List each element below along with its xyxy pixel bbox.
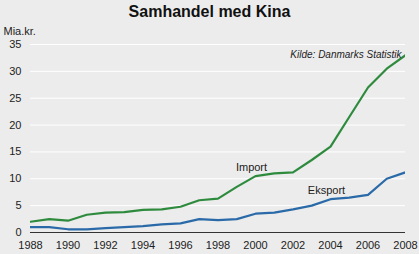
svg-text:1990: 1990 xyxy=(56,239,80,251)
svg-text:1988: 1988 xyxy=(18,239,42,251)
svg-text:2006: 2006 xyxy=(356,239,380,251)
svg-text:35: 35 xyxy=(9,38,21,50)
svg-text:2000: 2000 xyxy=(243,239,267,251)
svg-text:2004: 2004 xyxy=(318,239,342,251)
svg-text:10: 10 xyxy=(9,172,21,184)
svg-text:Import: Import xyxy=(236,161,267,173)
svg-text:5: 5 xyxy=(15,199,21,211)
svg-text:25: 25 xyxy=(9,92,21,104)
html-text:Samhandel med Kina: Samhandel med Kina xyxy=(128,3,291,20)
svg-text:1992: 1992 xyxy=(93,239,117,251)
svg-text:30: 30 xyxy=(9,65,21,77)
svg-text:2008: 2008 xyxy=(393,239,417,251)
svg-text:1996: 1996 xyxy=(168,239,192,251)
svg-text:2002: 2002 xyxy=(281,239,305,251)
svg-text:Mia.kr.: Mia.kr. xyxy=(4,25,36,37)
svg-text:1994: 1994 xyxy=(131,239,155,251)
svg-text:20: 20 xyxy=(9,119,21,131)
svg-text:Eksport: Eksport xyxy=(308,184,345,196)
svg-text:15: 15 xyxy=(9,145,21,157)
svg-text:Kilde: Danmarks Statistik: Kilde: Danmarks Statistik xyxy=(290,49,402,60)
svg-text:1998: 1998 xyxy=(206,239,230,251)
svg-text:0: 0 xyxy=(15,226,21,238)
